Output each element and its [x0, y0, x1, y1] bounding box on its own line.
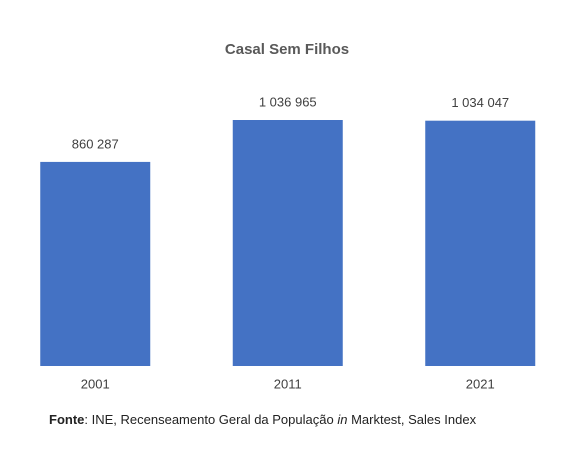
- source-emphasis: in: [337, 412, 348, 427]
- source-text: Marktest, Sales Index: [347, 412, 477, 427]
- value-label: 1 034 047: [451, 95, 509, 110]
- bar: [425, 120, 536, 367]
- bar: [40, 161, 151, 366]
- source-label: Fonte: [49, 412, 85, 427]
- x-tick-label: 2021: [466, 376, 495, 391]
- value-label: 860 287: [72, 136, 119, 151]
- x-tick-label: 2001: [81, 376, 110, 391]
- source-note: Fonte: INE, Recenseamento Geral da Popul…: [49, 412, 476, 427]
- bar: [232, 120, 343, 366]
- x-tick-label: 2011: [274, 376, 302, 391]
- source-text: : INE, Recenseamento Geral da População: [84, 412, 338, 427]
- value-label: 1 036 965: [259, 94, 317, 109]
- chart-title: Casal Sem Filhos: [225, 41, 349, 58]
